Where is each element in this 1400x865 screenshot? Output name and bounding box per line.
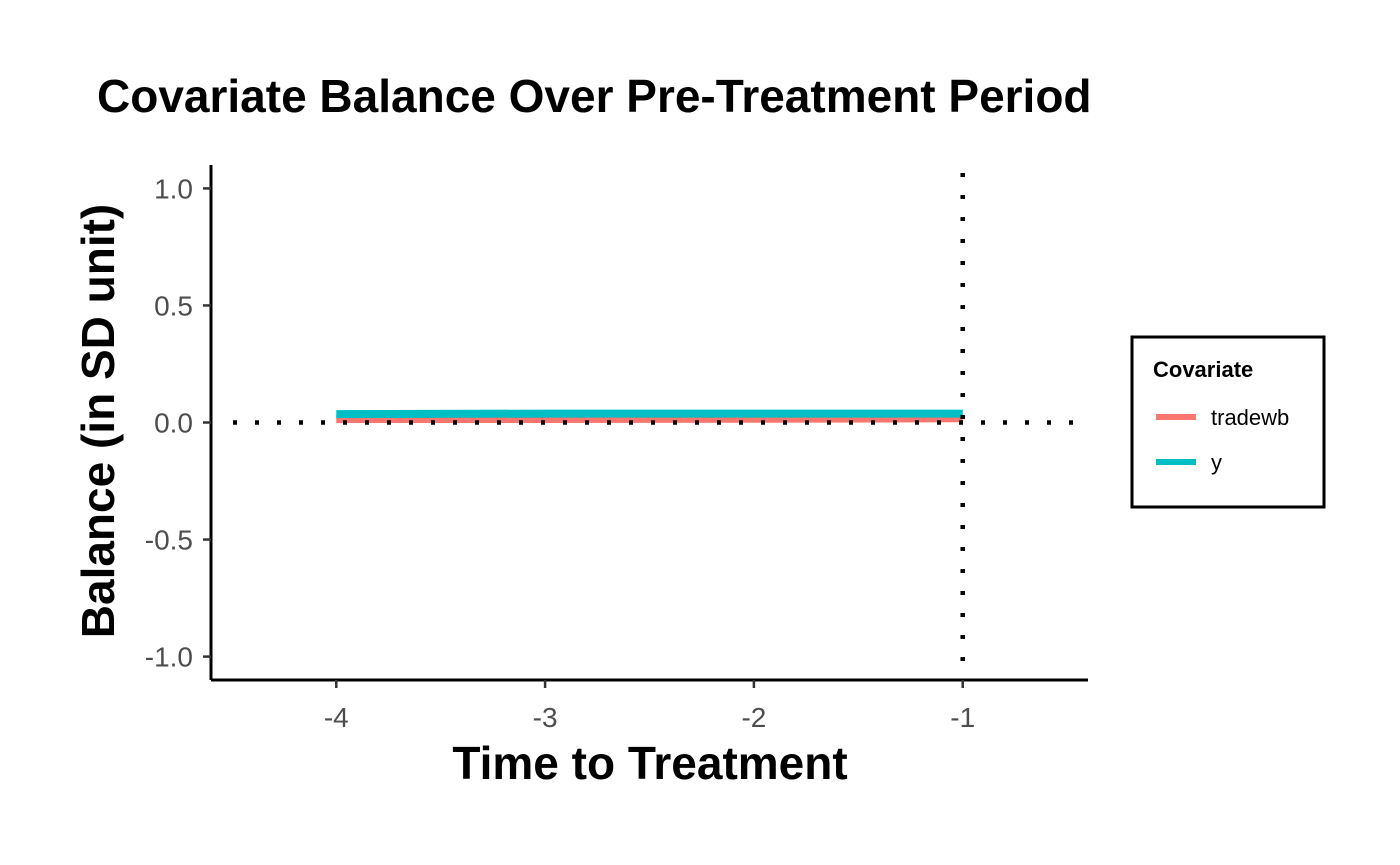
y-axis-title: Balance (in SD unit) — [72, 204, 124, 638]
x-axis-title: Time to Treatment — [452, 737, 847, 789]
y-tick-label: 1.0 — [154, 173, 193, 204]
series-line-tradewb — [336, 414, 963, 423]
legend-box — [1130, 335, 1326, 509]
x-tick-label: -3 — [533, 702, 558, 733]
y-tick-label: 0.0 — [154, 408, 193, 439]
y-tick-label: -0.5 — [145, 525, 193, 556]
x-tick-label: -1 — [950, 702, 975, 733]
y-tick-label: 0.5 — [154, 290, 193, 321]
legend-title: Covariate — [1153, 357, 1253, 382]
x-tick-label: -4 — [324, 702, 349, 733]
chart-title: Covariate Balance Over Pre-Treatment Per… — [97, 70, 1092, 122]
y-tick-label: -1.0 — [145, 642, 193, 673]
plot-area: -1.0 -0.5 0.0 0.5 1.0 -4 -3 -2 -1 — [145, 165, 1088, 733]
legend: Covariate tradewb y — [1130, 335, 1326, 509]
x-tick-label: -2 — [741, 702, 766, 733]
legend-label-tradewb: tradewb — [1211, 405, 1289, 430]
legend-label-y: y — [1211, 450, 1222, 475]
